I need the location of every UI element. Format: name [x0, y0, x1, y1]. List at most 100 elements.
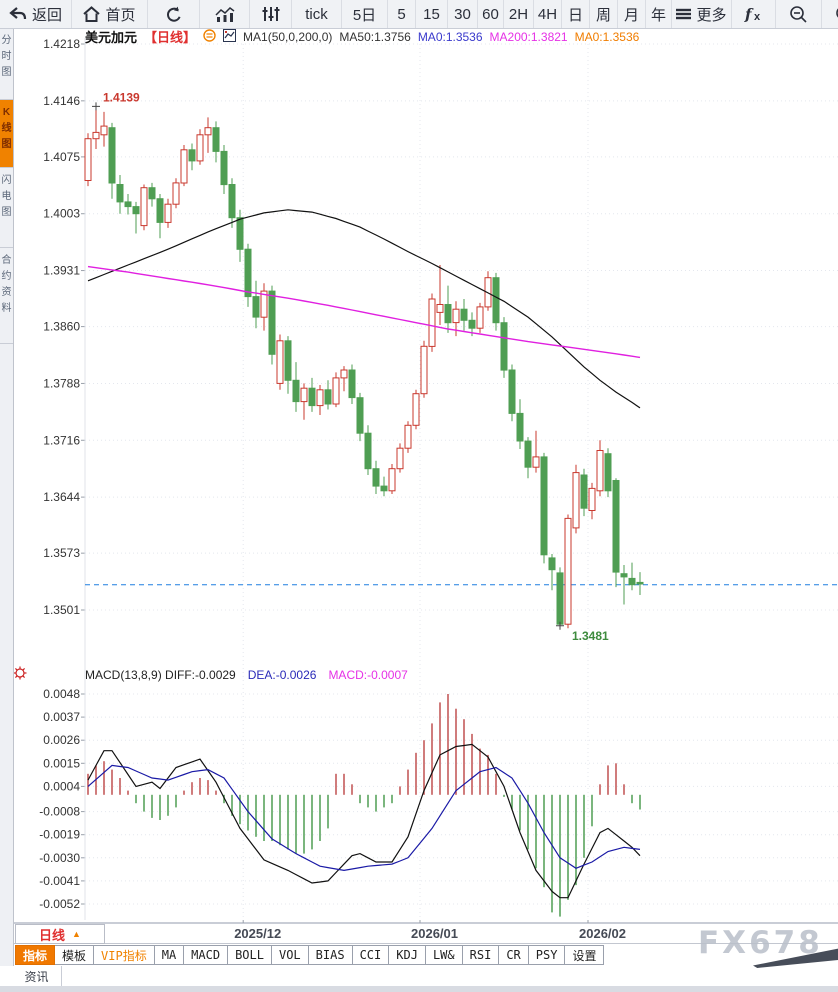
y-axis-label: 1.3501 — [43, 603, 80, 617]
y-axis-label: 0.0026 — [43, 733, 80, 747]
interval-5d-button[interactable]: 5日 — [342, 0, 388, 28]
news-tab[interactable]: 资讯 — [12, 966, 62, 986]
indicator-tab-MA[interactable]: MA — [154, 945, 185, 965]
interval-5-button[interactable]: 5 — [388, 0, 416, 28]
interval-5-button-label: 5 — [397, 5, 406, 23]
y-axis-label: -0.0008 — [39, 805, 80, 819]
indicator-tab-KDJ[interactable]: KDJ — [389, 945, 426, 965]
y-axis-label: 1.3860 — [43, 320, 80, 334]
low-price-annotation: 1.3481 — [572, 629, 609, 643]
axis-labels: 1.4218 1.4146 1.4075 1.4003 1.3931 1.3860 1.37… — [39, 37, 626, 941]
x-axis-month-label: 2026/01 — [411, 926, 458, 941]
interval-day-button-label: 日 — [567, 6, 583, 24]
bottom-strip — [0, 986, 838, 992]
back-button[interactable]: 返回 — [0, 0, 72, 28]
interval-week-button[interactable]: 周 — [590, 0, 618, 28]
macd-macd-label: MACD:-0.0007 — [328, 668, 408, 682]
indicator-settings-icon[interactable] — [13, 666, 27, 685]
indicator-tab-VIP指标[interactable]: VIP指标 — [94, 945, 155, 965]
bottom-bar: 资讯 — [0, 966, 838, 986]
symbol-settings-icon[interactable] — [203, 28, 216, 45]
home-button-label: 首页 — [105, 6, 136, 24]
indicator-tab-BOLL[interactable]: BOLL — [228, 945, 272, 965]
back-icon — [9, 6, 27, 22]
top-toolbar: 返回 首页 tick 5日 5 15 30 60 2H 4H 日周月年 更多 f x — [0, 0, 838, 29]
y-axis-label: 1.4075 — [43, 150, 80, 164]
interval-month-button[interactable]: 月 — [618, 0, 646, 28]
refresh-button[interactable] — [148, 0, 200, 28]
y-axis-label: 1.4146 — [43, 94, 80, 108]
y-axis-label: -0.0030 — [39, 851, 80, 865]
ma50-value: MA50:1.3756 — [339, 29, 411, 44]
interval-4h-button-label: 4H — [537, 5, 558, 23]
interval-2h-button-label: 2H — [508, 5, 529, 23]
interval-30-button[interactable]: 30 — [448, 0, 478, 28]
macd-header: MACD(13,8,9) DIFF:-0.0029 DEA:-0.0026 MA… — [85, 668, 408, 682]
indicator-tab-CR[interactable]: CR — [499, 945, 529, 965]
indicator-tab-CCI[interactable]: CCI — [352, 945, 390, 965]
y-axis-label: 0.0048 — [43, 687, 80, 701]
interval-15-button-label: 15 — [423, 5, 440, 23]
indicator-tab-指标[interactable]: 指标 — [15, 945, 56, 965]
fx678-watermark: FX678 — [698, 925, 823, 961]
triangle-up-icon: ▲ — [72, 929, 81, 939]
indicator-tab-RSI[interactable]: RSI — [462, 945, 500, 965]
interval-2h-button[interactable]: 2H — [504, 0, 534, 28]
interval-day-button[interactable]: 日 — [562, 0, 590, 28]
interval-year-button[interactable]: 年 — [646, 0, 672, 28]
interval-4h-button[interactable]: 4H — [534, 0, 562, 28]
interval-15-button[interactable]: 15 — [416, 0, 448, 28]
zoom-out-button[interactable] — [776, 0, 822, 28]
sidebar-item-闪电图[interactable]: 闪电图 — [0, 168, 13, 248]
indicator-tab-LW&[interactable]: LW& — [425, 945, 463, 965]
period-tag: 【日线】 — [144, 30, 197, 45]
interval-month-button-label: 月 — [623, 6, 639, 24]
y-axis-label: 1.4003 — [43, 207, 80, 221]
interval-60-button[interactable]: 60 — [478, 0, 504, 28]
indicator-tab-模板[interactable]: 模板 — [55, 945, 95, 965]
y-axis-label: -0.0041 — [39, 874, 80, 888]
more-button[interactable]: 更多 — [672, 0, 732, 28]
sidebar-item-分时图[interactable]: 分时图 — [0, 28, 13, 100]
ma0-orange-value: MA0:1.3536 — [574, 29, 640, 44]
indicator-tab-VOL[interactable]: VOL — [271, 945, 309, 965]
chart-type-sidebar: 分时图 K线图 闪电图 合约资料 — [0, 28, 14, 966]
more-button-label: 更多 — [696, 6, 727, 24]
chart-type-bar-button[interactable] — [200, 0, 250, 28]
indicator-tab-PSY[interactable]: PSY — [528, 945, 566, 965]
indicator-tab-BIAS[interactable]: BIAS — [308, 945, 353, 965]
y-axis-label: 0.0037 — [43, 710, 80, 724]
zoomin-icon — [835, 5, 838, 23]
menu-icon — [676, 8, 692, 20]
chart-type-candle-button[interactable] — [250, 0, 292, 28]
indicator-tab-设置[interactable]: 设置 — [565, 945, 605, 965]
macd-dea-label: DEA:-0.0026 — [247, 668, 317, 682]
chart-style-icon[interactable] — [223, 28, 237, 45]
zoom-in-button[interactable] — [822, 0, 838, 28]
sidebar-item-合约资料[interactable]: 合约资料 — [0, 248, 13, 344]
home-button[interactable]: 首页 — [72, 0, 148, 28]
indicator-tab-MACD[interactable]: MACD — [184, 945, 229, 965]
candles-layer — [84, 106, 644, 629]
sidebar-item-kline-active[interactable]: K线图 — [0, 100, 13, 168]
period-selector-button[interactable]: 日线 ▲ — [15, 924, 105, 944]
y-axis-label: -0.0052 — [39, 897, 80, 911]
ma50-line — [87, 209, 641, 409]
y-axis-label: 0.0004 — [43, 779, 80, 793]
home-icon — [83, 6, 101, 22]
x-axis-month-label: 2026/02 — [579, 926, 626, 941]
sliders-icon — [262, 6, 280, 22]
ma200-line — [87, 265, 641, 359]
interval-5d-button-label: 5日 — [352, 6, 377, 24]
refresh-icon — [165, 6, 183, 23]
high-price-annotation: 1.4139 — [103, 90, 140, 104]
interval-tick-button[interactable]: tick — [292, 0, 342, 28]
xaxis-row: 日线 ▲ — [13, 923, 838, 944]
y-axis-label: 0.0015 — [43, 756, 80, 770]
interval-60-button-label: 60 — [482, 5, 499, 23]
chart-header: 美元加元 【日线】 MA1(50,0,200,0) MA50:1.3756 MA… — [85, 28, 640, 45]
y-axis-label: 1.3931 — [43, 264, 80, 278]
interval-tick-button-label: tick — [305, 5, 328, 23]
